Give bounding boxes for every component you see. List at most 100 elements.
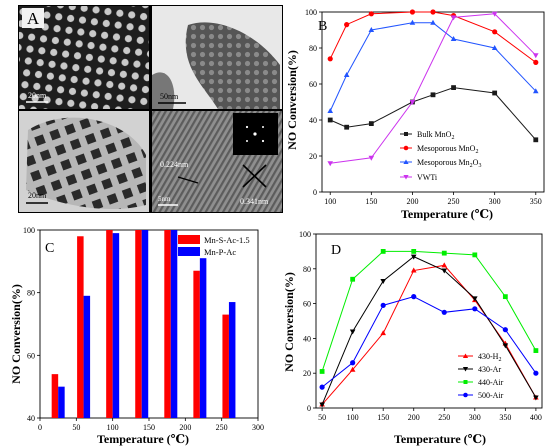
chart-c-bar (112, 233, 120, 418)
chart-d-data-point (502, 343, 509, 349)
scale-bar-label-2: 50nm (160, 92, 179, 101)
legend-label-mesoporous-mno2: Mesoporous MnO2 (417, 144, 478, 155)
chart-b-xlabel: Temperature (℃) (401, 207, 493, 221)
chart-c-ytick-label: 100 (23, 226, 35, 235)
chart-d-data-point (319, 402, 325, 408)
chart-b-data-point (533, 137, 539, 143)
panel-a-letter: A (27, 9, 40, 28)
scale-bar-label-1: 20nm (28, 91, 47, 100)
chart-d-series-line-0 (321, 264, 537, 405)
chart-b-data-point (409, 100, 416, 105)
chart-d-ytick-label: 0 (307, 404, 311, 413)
chart-c-xlabel: Temperature (℃) (97, 432, 189, 446)
chart-b-data-point (368, 155, 375, 161)
chart-b-data-point (492, 90, 498, 96)
chart-b-letter: B (318, 19, 327, 34)
chart-d-data-point (411, 249, 417, 254)
legend-swatch-mn-s-ac (178, 235, 200, 244)
chart-b-data-point (327, 56, 333, 62)
chart-b-data-point (492, 29, 498, 35)
chart-d-data-point (411, 294, 417, 300)
chart-d-data-point (441, 250, 447, 256)
chart-d-data-point (441, 309, 447, 315)
legend-swatch-mn-p-ac (178, 247, 200, 256)
chart-d-data-point (502, 294, 508, 300)
chart-b-axes: 100 150 200 250 300 350 0 20 40 60 80 100 (305, 8, 545, 206)
chart-d-data-point (380, 302, 386, 308)
chart-d-xtick-label: 200 (408, 413, 420, 422)
chart-b-ytick-label: 40 (309, 116, 317, 125)
chart-b-xtick-label: 200 (406, 197, 418, 206)
chart-d-xtick-label: 400 (530, 413, 542, 422)
chart-c-bar (135, 230, 142, 418)
chart-b-data-point (368, 121, 374, 126)
chart-c-bar (106, 230, 113, 418)
legend-label-bulk-mno2: Bulk MnO2 (417, 130, 454, 141)
legend-label-430-ar: 430-Ar (478, 365, 501, 374)
chart-b-data-point (344, 22, 350, 28)
chart-b-data-point (532, 53, 539, 59)
chart-b-xtick-label: 250 (448, 197, 460, 206)
chart-b-data-point (450, 15, 457, 21)
chart-b-xtick-label: 350 (530, 197, 542, 206)
chart-d-data-point (380, 278, 386, 284)
chart-d-data-point (533, 370, 539, 376)
legend-label-mn-p-ac: Mn-P-Ac (204, 247, 236, 257)
scale-bar-label-3: 20nm (28, 191, 47, 200)
chart-d-data-point (472, 306, 478, 312)
chart-c-xtick-label: 300 (252, 423, 264, 432)
chart-c: 0 50 100 150 200 250 300 40 60 80 100 C Temperatur… (9, 226, 264, 446)
chart-b-data-point (368, 27, 375, 32)
chart-b-data-point (344, 124, 350, 130)
chart-d-data-point (472, 296, 478, 302)
chart-c-bar (193, 270, 200, 418)
chart-b-data-point (533, 59, 539, 65)
chart-c-bar (199, 258, 207, 418)
chart-d-data-point (319, 384, 325, 390)
chart-c-bar (58, 386, 65, 418)
chart-b-series-line-0 (330, 87, 537, 141)
chart-b-xtick-label: 300 (489, 197, 501, 206)
chart-c-xtick-label: 100 (107, 423, 119, 432)
chart-d-ytick-label: 40 (303, 334, 311, 343)
chart-b-data-point (368, 11, 374, 17)
chart-c-ytick-label: 40 (27, 414, 35, 423)
chart-c-xtick-label: 200 (179, 423, 191, 432)
chart-d-data-point (410, 267, 417, 273)
chart-d-series-line-2 (321, 250, 537, 372)
chart-b-ylabel: NO Conversion(%) (288, 50, 299, 150)
chart-d-xlabel: Temperature (℃) (394, 432, 486, 446)
chart-d-series-line-1 (321, 256, 537, 405)
chart-b-data-point (327, 161, 334, 167)
chart-b-ytick-label: 0 (313, 188, 317, 197)
chart-b-data-point (491, 11, 498, 17)
chart-c-axes: 0 50 100 150 200 250 300 40 60 80 100 (23, 226, 264, 432)
chart-d-data-point (349, 366, 356, 372)
chart-d-data-point (350, 276, 356, 282)
chart-b-data-point (532, 88, 539, 94)
chart-d-ytick-label: 20 (303, 369, 311, 378)
chart-d-data-point (441, 268, 448, 274)
chart-b-data-point (451, 85, 456, 90)
chart-d-xtick-label: 350 (499, 413, 511, 422)
tem-micrograph-panel: A 20nm 50nm 20nm 5nm 0.224nm 0.341nm (18, 5, 283, 213)
chart-d-ylabel: NO Conversion(%) (282, 272, 296, 372)
chart-c-bar (228, 302, 236, 418)
chart-b-data-point (343, 72, 350, 77)
chart-d-xtick-label: 250 (438, 413, 450, 422)
chart-b-xtick-label: 150 (365, 197, 377, 206)
chart-b-data-point (327, 117, 333, 123)
chart-c-bar (77, 236, 84, 418)
chart-c-xtick-label: 150 (143, 423, 155, 432)
legend-marker-vwti (403, 175, 409, 180)
legend-label-vwti: VWTi (417, 173, 438, 182)
chart-c-letter: C (45, 241, 54, 256)
chart-b-ytick-label: 60 (309, 80, 317, 89)
chart-c-xtick-label: 250 (216, 423, 228, 432)
legend-marker-mesoporous-mn2o3 (403, 159, 409, 164)
legend-marker-mesoporous-mno2 (403, 145, 409, 151)
chart-b-data-point (327, 108, 334, 113)
chart-c-legend: Mn-S-Ac-1.5 Mn-P-Ac (178, 235, 250, 257)
chart-b-data-point (430, 19, 436, 25)
chart-c-bar (83, 295, 91, 418)
